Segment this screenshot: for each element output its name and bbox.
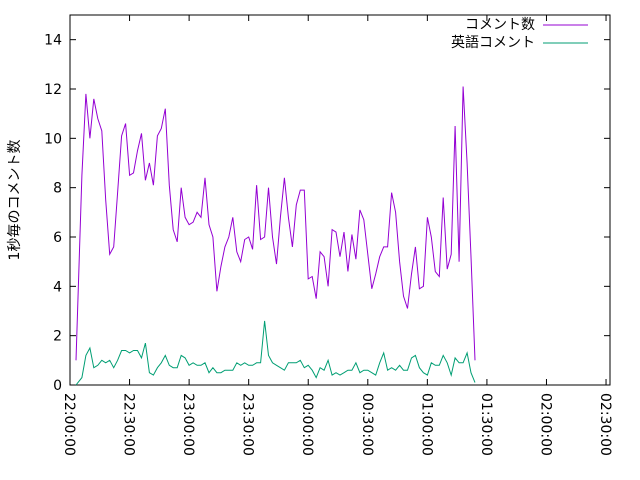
y-tick-label: 6 <box>53 230 62 246</box>
y-tick-labels: 0 2 4 6 8 10 12 14 <box>44 33 62 394</box>
legend: コメント数 英語コメント <box>451 17 588 51</box>
x-tick-labels: 22:00:00 22:30:00 23:00:00 23:30:00 00:00:00… <box>61 393 613 456</box>
x-tick-label: 22:30:00 <box>121 393 137 456</box>
y-tick-label: 2 <box>53 329 62 345</box>
x-tick-label: 01:00:00 <box>418 393 434 456</box>
x-tick-label: 23:00:00 <box>180 393 196 456</box>
axis-ticks <box>69 15 610 386</box>
x-tick-label: 00:30:00 <box>359 393 375 456</box>
series-line-0 <box>75 86 476 361</box>
legend-label-english: 英語コメント <box>451 34 535 51</box>
x-tick-label: 22:00:00 <box>61 393 77 456</box>
y-tick-label: 12 <box>44 82 62 98</box>
x-tick-label: 00:00:00 <box>299 393 315 456</box>
x-tick-label: 23:30:00 <box>240 393 256 456</box>
y-tick-label: 0 <box>53 378 62 394</box>
y-tick-label: 14 <box>44 33 62 49</box>
legend-label-total: コメント数 <box>465 17 535 33</box>
series-lines <box>75 86 476 386</box>
x-tick-label: 01:30:00 <box>478 393 494 456</box>
y-tick-label: 10 <box>44 131 62 147</box>
y-tick-label: 4 <box>53 279 62 295</box>
x-tick-label: 02:30:00 <box>597 393 613 456</box>
series-line-1 <box>75 320 476 386</box>
y-tick-label: 8 <box>53 181 62 197</box>
plot-frame <box>69 14 611 386</box>
y-axis-label: 1秒毎のコメント数 <box>7 140 23 261</box>
x-tick-label: 02:00:00 <box>537 393 553 456</box>
